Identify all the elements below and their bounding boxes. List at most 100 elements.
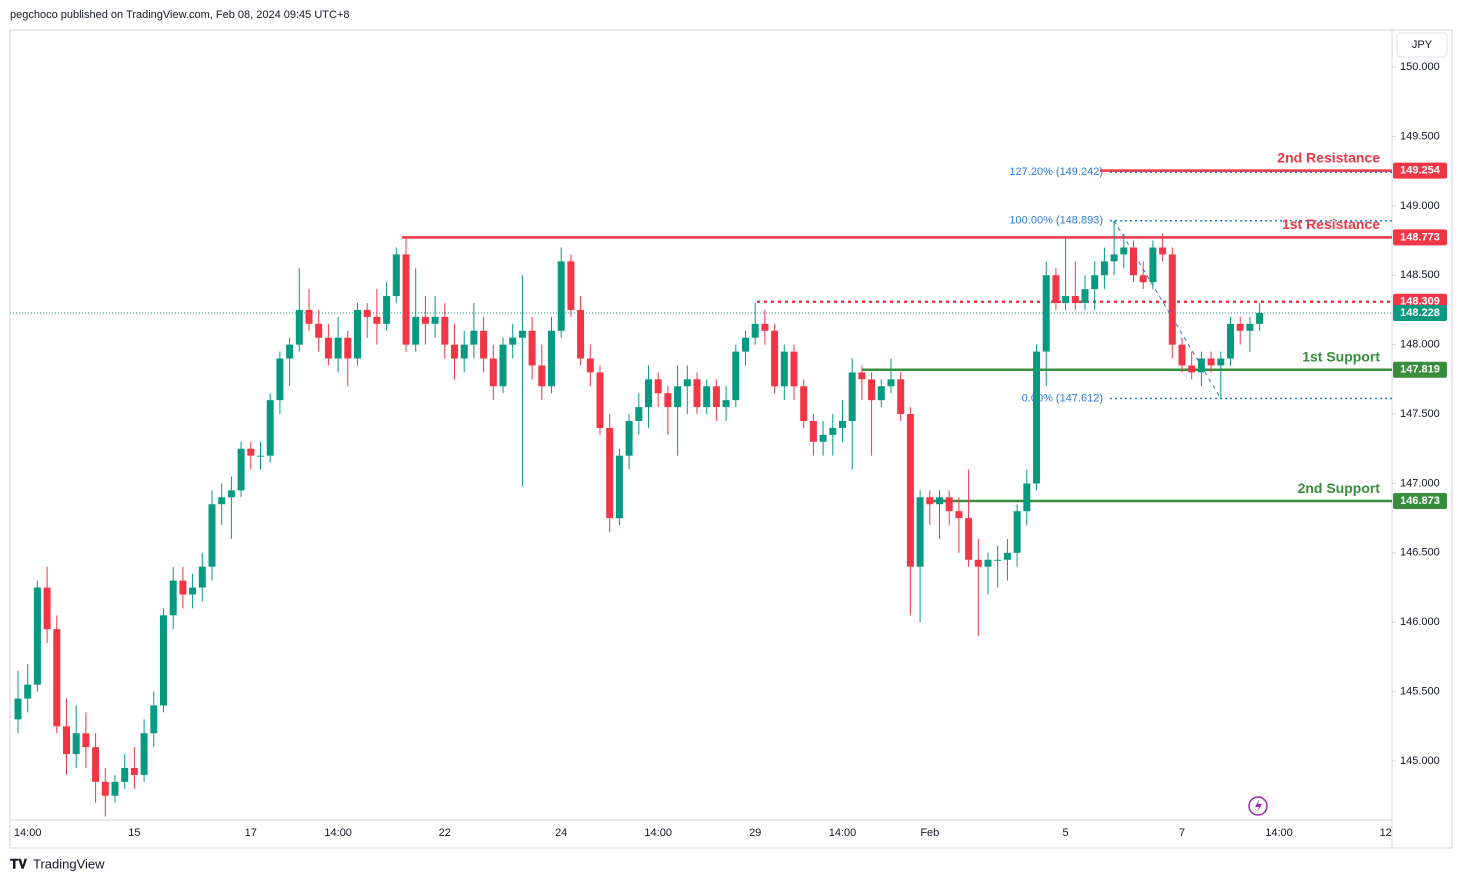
price-tag-label: 147.819 — [1400, 364, 1440, 376]
candle-body — [751, 323, 759, 338]
candle-body — [722, 400, 730, 408]
candle-body — [276, 358, 284, 401]
candle-body — [150, 705, 158, 734]
candle-body — [431, 316, 439, 324]
y-tick-label: 145.500 — [1400, 686, 1440, 698]
candle-body — [732, 351, 740, 401]
candle-body — [528, 330, 536, 366]
candle-body — [1178, 344, 1186, 366]
candle-body — [693, 379, 701, 408]
candle-body — [674, 386, 682, 408]
candle-body — [130, 767, 138, 775]
x-tick-label: 15 — [128, 827, 140, 839]
candle-body — [887, 379, 895, 387]
candle-body — [1168, 254, 1176, 345]
candle-body — [1100, 261, 1108, 276]
candle-body — [1217, 358, 1225, 366]
candle-body — [1091, 275, 1099, 290]
candle-body — [664, 393, 672, 408]
candle-body — [227, 490, 235, 498]
candle-body — [1052, 275, 1060, 304]
candle-body — [819, 434, 827, 442]
candle-body — [712, 386, 720, 408]
price-tag-label: 148.773 — [1400, 231, 1440, 243]
candle-body — [1120, 247, 1128, 255]
candle-body — [43, 587, 51, 630]
candle-body — [955, 511, 963, 519]
event-icon[interactable] — [1248, 796, 1268, 816]
x-tick-label: Feb — [920, 827, 939, 839]
candle-body — [1236, 323, 1244, 331]
price-tag — [1393, 229, 1447, 246]
candle-body — [286, 344, 294, 359]
level-name: 1st Resistance — [1282, 216, 1380, 232]
currency: JPY — [1412, 39, 1433, 51]
candle-body — [92, 747, 100, 782]
brand: TradingView — [33, 856, 105, 871]
candle-body — [1081, 289, 1089, 304]
candle-body — [1110, 254, 1118, 262]
candle-body — [354, 309, 361, 359]
x-tick-label: 12 — [1380, 827, 1392, 839]
candle-body — [586, 358, 594, 373]
candle-body — [635, 407, 643, 421]
candle-body — [14, 698, 22, 720]
candle-body — [499, 344, 507, 387]
svg-text:𝐓𝐕: 𝐓𝐕 — [10, 856, 27, 871]
candle-body — [451, 344, 458, 359]
candle-body — [63, 726, 70, 755]
price-tag — [1393, 361, 1447, 378]
candle-body — [868, 379, 876, 401]
candle-body — [218, 497, 226, 505]
candle-body — [480, 330, 488, 359]
candle-body — [1207, 358, 1215, 366]
candle-body — [470, 330, 478, 345]
candle-body — [654, 379, 662, 394]
price-tag — [1393, 493, 1447, 510]
candle-body — [257, 455, 264, 457]
y-tick-label: 149.000 — [1400, 200, 1440, 212]
candle-body — [577, 309, 585, 359]
candle-body — [945, 497, 953, 512]
y-tick-label: 149.500 — [1400, 130, 1440, 142]
last-price-label: 148.228 — [1400, 307, 1440, 319]
candle-body — [266, 400, 274, 456]
candle-body — [33, 587, 41, 685]
x-tick-label: 22 — [439, 827, 451, 839]
candle-body — [460, 344, 468, 359]
candle-body — [984, 559, 992, 567]
chart-frame — [9, 29, 1453, 849]
candle-body — [412, 316, 420, 345]
candle-body — [703, 386, 711, 408]
candle-body — [809, 420, 817, 442]
candle-body — [1159, 247, 1167, 255]
x-tick-label: 29 — [749, 827, 761, 839]
candle-body — [858, 372, 866, 380]
candle-body — [247, 448, 255, 456]
candle-body — [324, 337, 332, 359]
candle-body — [344, 337, 352, 359]
candle-body — [926, 497, 934, 505]
candle-body — [82, 733, 90, 748]
last-price-tag — [1393, 304, 1447, 321]
candle-body — [771, 330, 779, 387]
candle-body — [936, 497, 943, 505]
candle-body — [1188, 365, 1196, 373]
candle-body — [625, 420, 633, 456]
candle-body — [373, 316, 381, 324]
fib-label: 127.20% (149.242) — [1009, 166, 1103, 178]
candle-body — [1149, 247, 1157, 283]
candle-body — [839, 420, 846, 428]
candle-body — [1023, 483, 1031, 512]
candle-body — [441, 316, 449, 345]
candle-body — [606, 427, 614, 519]
candle-body — [121, 767, 129, 782]
candle-body — [140, 733, 148, 775]
candle-body — [72, 733, 80, 755]
candle-body — [295, 309, 303, 345]
candle-body — [518, 330, 526, 338]
candle-body — [1042, 275, 1050, 352]
currency-box[interactable] — [1396, 32, 1448, 58]
candle-body — [1139, 275, 1147, 283]
